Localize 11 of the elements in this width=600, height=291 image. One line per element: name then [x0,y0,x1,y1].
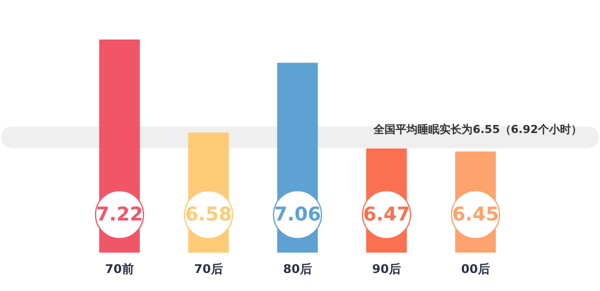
x-tick-label: 80后 [283,262,312,276]
x-tick-label: 70后 [194,262,223,276]
x-tick-label: 90后 [372,262,401,276]
data-label: 6.47 [363,204,410,226]
data-label: 7.22 [96,204,143,226]
x-tick-label: 70前 [105,262,134,276]
x-tick-label: 00后 [461,262,490,276]
data-label: 6.58 [185,204,232,226]
ref-line-label: 全国平均睡眠实长为6.55（6.92个小时） [372,123,582,136]
data-label: 6.45 [452,204,499,226]
data-label: 7.06 [274,204,321,226]
